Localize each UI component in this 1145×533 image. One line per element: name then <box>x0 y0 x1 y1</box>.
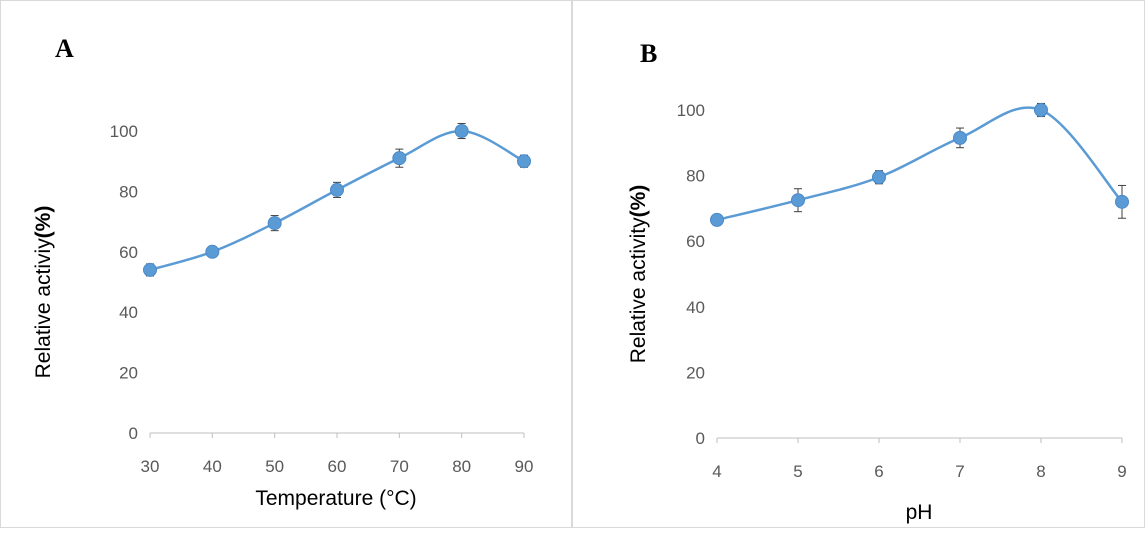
chart-a-x-tick-label: 50 <box>265 457 284 476</box>
chart-b-data-point <box>872 170 886 185</box>
chart-a-x-tick-label: 80 <box>452 457 471 476</box>
chart-b-y-tick-label: 80 <box>686 167 705 186</box>
chart-a-svg: A 30 40 50 60 70 80 90 0 20 40 60 80 100 Temperature… <box>0 0 572 528</box>
chart-a-y-axis-label: Relative activiy(%) <box>32 206 55 379</box>
chart-a-y-tick-label: 60 <box>119 243 138 262</box>
chart-a-y-axis-label-main: Relative activiy <box>32 238 55 379</box>
chart-b-x-tick-label: 5 <box>793 462 802 481</box>
chart-a-data-point <box>267 216 282 231</box>
chart-b-data-point <box>1034 103 1048 117</box>
chart-a-x-axis-label: Temperature (°C) <box>255 487 416 510</box>
chart-b-y-axis-label-unit: (%) <box>627 185 650 218</box>
chart-a-x-tick-label: 40 <box>203 457 222 476</box>
chart-b-y-tick-label: 20 <box>686 363 705 382</box>
chart-b-data-point <box>710 212 724 227</box>
chart-b-x-tick-label: 6 <box>874 462 883 481</box>
chart-a-data-point <box>392 151 407 166</box>
chart-b-y-tick-label: 0 <box>696 429 705 448</box>
chart-b-data-point <box>953 130 967 145</box>
chart-b-y-axis-label-main: Relative activity <box>627 217 650 363</box>
chart-a-x-tick-label: 70 <box>390 457 409 476</box>
chart-b-y-axis-label: Relative activity(%) <box>627 185 650 364</box>
chart-a-x-tick-label: 60 <box>328 457 347 476</box>
chart-a-data-point <box>205 244 220 259</box>
chart-a-x-tick-label: 90 <box>515 457 534 476</box>
chart-b-svg: B 4 5 6 7 8 9 0 20 40 60 80 100 pH Relative activit… <box>572 0 1145 528</box>
chart-a-data-point <box>517 154 531 169</box>
chart-a-y-tick-label: 80 <box>119 182 138 201</box>
chart-b-data-point <box>791 193 805 208</box>
chart-a-data-point <box>330 182 344 197</box>
chart-a-y-tick-label: 100 <box>110 122 138 141</box>
chart-a-y-axis-label-unit: (%) <box>32 206 55 239</box>
chart-b-border <box>572 0 1145 528</box>
chart-panel-b: B 4 5 6 7 8 9 0 20 40 60 80 100 pH Relative activit… <box>572 0 1145 528</box>
chart-b-data-point <box>1115 194 1129 209</box>
chart-b-plot-area: 4 5 6 7 8 9 0 20 40 60 80 100 <box>677 101 1129 481</box>
panel-label-a: A <box>55 34 74 63</box>
chart-b-y-tick-label: 60 <box>686 232 705 251</box>
chart-b-x-tick-label: 9 <box>1117 462 1126 481</box>
chart-b-x-tick-label: 7 <box>955 462 964 481</box>
chart-a-y-tick-label: 40 <box>119 303 138 322</box>
chart-b-x-axis-label: pH <box>906 501 933 524</box>
chart-a-data-point <box>143 262 157 277</box>
chart-b-y-tick-label: 40 <box>686 298 705 317</box>
chart-b-x-tick-label: 4 <box>712 462 721 481</box>
chart-a-y-tick-label: 0 <box>129 424 138 443</box>
chart-b-y-tick-label: 100 <box>677 101 705 120</box>
chart-panel-a: A 30 40 50 60 70 80 90 0 20 40 60 80 100 Temperature… <box>0 0 572 528</box>
chart-a-y-tick-label: 20 <box>119 364 138 383</box>
chart-a-x-tick-label: 30 <box>141 457 160 476</box>
chart-b-x-tick-label: 8 <box>1036 462 1045 481</box>
chart-a-data-point <box>454 124 469 138</box>
panel-label-b: B <box>640 39 657 68</box>
chart-a-border <box>0 0 572 528</box>
chart-a-plot-area: 30 40 50 60 70 80 90 0 20 40 60 80 100 <box>110 122 534 476</box>
